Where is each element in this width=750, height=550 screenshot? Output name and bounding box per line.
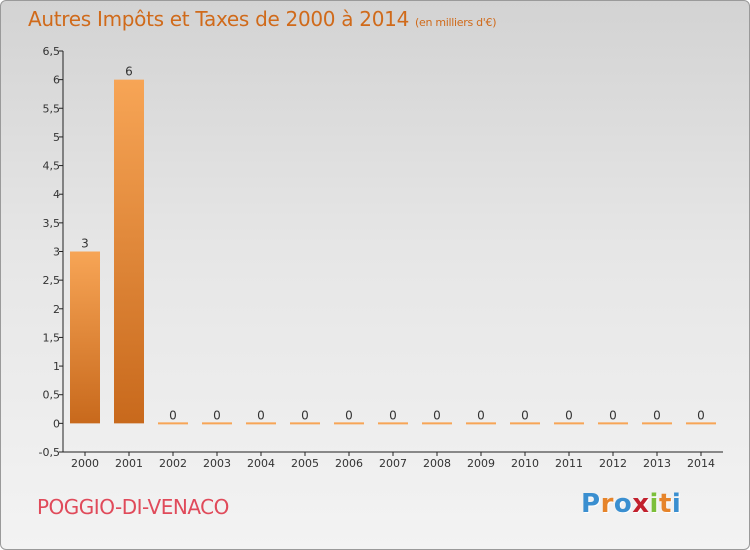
y-tick-label: 6,5 <box>43 45 61 58</box>
bar <box>554 422 584 425</box>
y-tick-label: 3,5 <box>43 217 61 230</box>
y-tick-label: 0,5 <box>43 389 61 402</box>
data-label: 0 <box>697 408 705 422</box>
x-tick-label: 2011 <box>555 457 583 470</box>
bar <box>598 422 628 425</box>
logo-letter: i <box>671 489 682 519</box>
y-tick-label: 5,5 <box>43 102 61 115</box>
bar <box>246 422 276 425</box>
x-tick-label: 2013 <box>643 457 671 470</box>
x-tick-label: 2007 <box>379 457 407 470</box>
x-tick-label: 2005 <box>291 457 319 470</box>
x-tick-label: 2003 <box>203 457 231 470</box>
x-tick-label: 2000 <box>71 457 99 470</box>
chart-unit: (en milliers d'€) <box>415 16 497 29</box>
chart-title: Autres Impôts et Taxes de 2000 à 2014 (en… <box>28 7 496 31</box>
bar <box>510 422 540 425</box>
x-tick-label: 2001 <box>115 457 143 470</box>
data-label: 0 <box>521 408 529 422</box>
y-tick-label: 4 <box>53 188 60 201</box>
logo-letter: t <box>658 489 672 519</box>
bar <box>158 422 188 425</box>
bar <box>114 79 144 424</box>
data-label: 0 <box>609 408 617 422</box>
logo-letter: r <box>600 489 614 519</box>
data-label: 3 <box>81 237 89 251</box>
bar <box>378 422 408 425</box>
y-tick-label: 0 <box>53 417 60 430</box>
bar <box>466 422 496 425</box>
logo-letter: P <box>581 489 601 519</box>
data-label: 0 <box>477 408 485 422</box>
x-tick-label: 2002 <box>159 457 187 470</box>
data-label: 0 <box>345 408 353 422</box>
y-tick-label: 2,5 <box>43 274 61 287</box>
data-label: 0 <box>257 408 265 422</box>
x-tick-label: 2008 <box>423 457 451 470</box>
x-tick-label: 2006 <box>335 457 363 470</box>
bar <box>202 422 232 425</box>
x-tick-label: 2012 <box>599 457 627 470</box>
bar <box>686 422 716 425</box>
data-label: 0 <box>169 408 177 422</box>
x-tick-label: 2004 <box>247 457 275 470</box>
bar <box>290 422 320 425</box>
y-tick-label: 3 <box>53 246 60 259</box>
bar <box>422 422 452 425</box>
logo-letter: i <box>649 489 659 519</box>
y-tick-label: 6 <box>53 74 60 87</box>
y-tick-label: 5 <box>53 131 60 144</box>
x-tick-label: 2014 <box>687 457 715 470</box>
data-label: 0 <box>433 408 441 422</box>
logo-letter: x <box>632 489 650 519</box>
data-label: 0 <box>213 408 221 422</box>
y-tick-label: 1,5 <box>43 331 61 344</box>
y-tick-label: -0,5 <box>39 446 60 459</box>
bar <box>70 251 100 424</box>
logo-letter: o <box>613 489 633 519</box>
commune-name: POGGIO-DI-VENACO <box>37 495 229 519</box>
y-tick-label: 2 <box>53 303 60 316</box>
data-label: 0 <box>565 408 573 422</box>
data-label: 0 <box>389 408 397 422</box>
data-label: 0 <box>301 408 309 422</box>
y-tick-label: 4,5 <box>43 160 61 173</box>
y-tick-label: 1 <box>53 360 60 373</box>
data-label: 0 <box>653 408 661 422</box>
data-label: 6 <box>125 65 133 79</box>
chart-title-text: Autres Impôts et Taxes de 2000 à 2014 <box>28 7 409 31</box>
bar <box>642 422 672 425</box>
proxiti-logo[interactable]: Proxiti <box>581 489 681 519</box>
x-tick-label: 2009 <box>467 457 495 470</box>
bar <box>334 422 364 425</box>
x-tick-label: 2010 <box>511 457 539 470</box>
